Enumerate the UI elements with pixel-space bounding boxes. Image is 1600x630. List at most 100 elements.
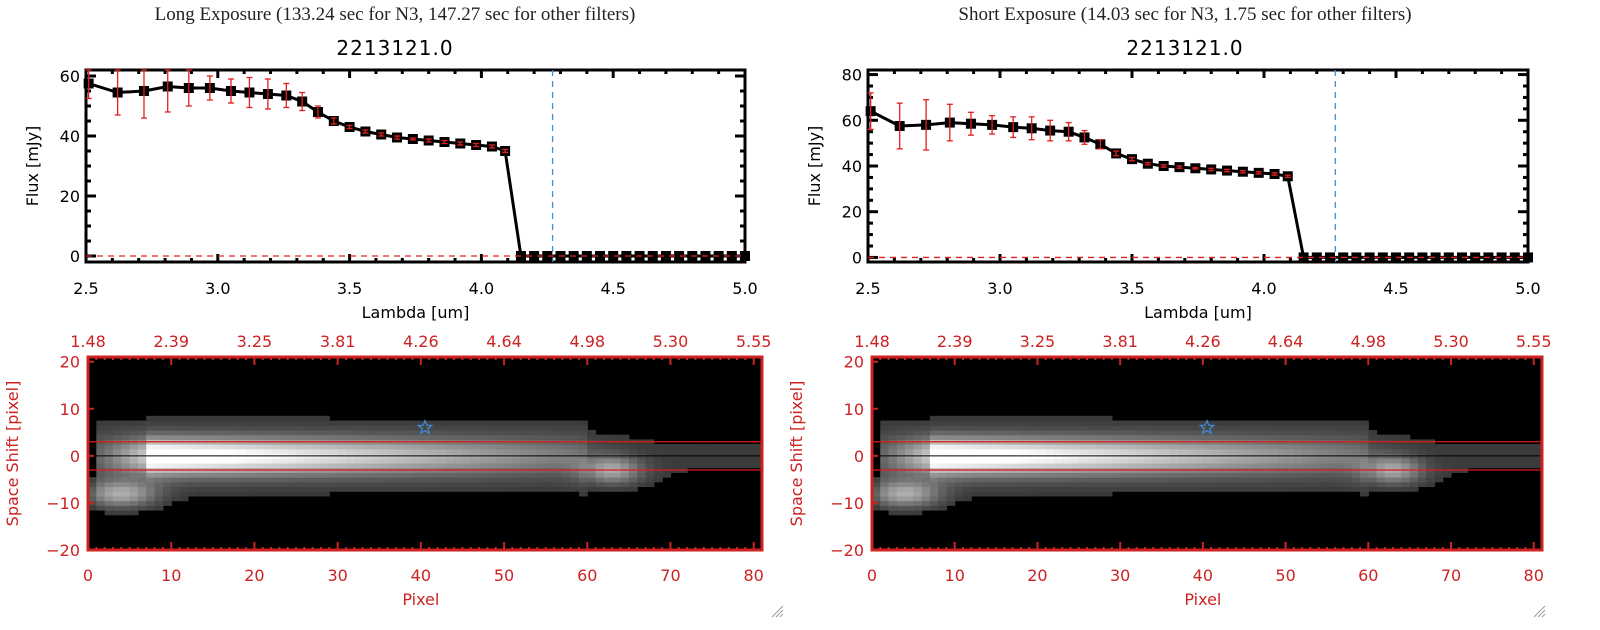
image-pixel [395,448,405,455]
image-pixel [121,509,131,516]
image-pixel [487,434,497,440]
image-pixel [1095,491,1105,497]
top-x-tick-label: 5.55 [736,332,772,351]
image-pixel [913,491,923,497]
image-pixel [1318,429,1328,436]
image-pixel [971,458,981,464]
image-pixel [1318,472,1328,478]
image-pixel [520,458,530,464]
image-pixel [1310,477,1320,483]
image-pixel [905,448,914,455]
image-pixel [154,448,164,455]
image-pixel [570,434,580,440]
image-pixel [1467,444,1477,450]
image-pixel [1335,472,1345,478]
image-pixel [362,458,372,464]
image-pixel [154,477,164,483]
image-pixel [512,462,522,469]
image-pixel [1053,481,1063,488]
image-pixel [1285,434,1295,440]
image-pixel [462,434,472,440]
image-pixel [872,477,881,483]
image-pixel [1326,425,1336,431]
image-pixel [112,425,122,431]
image-pixel [420,462,430,469]
image-pixel [888,434,898,440]
image-pixel [204,462,214,469]
resize-grip-icon[interactable] [1532,604,1546,618]
image-pixel [387,425,397,431]
image-pixel [888,509,898,516]
image-pixel [1087,481,1096,488]
image-pixel [1045,477,1055,483]
image-pixel [196,434,206,440]
image-pixel [1178,472,1187,478]
image-pixel [179,462,189,469]
image-pixel [979,429,989,436]
image-pixel [612,481,622,488]
image-pixel [462,429,472,436]
image-pixel [1062,477,1072,483]
image-pixel [653,444,663,450]
image-pixel [287,425,297,431]
image-pixel [529,420,538,426]
image-pixel [395,444,405,450]
image-pixel [395,429,405,436]
image-pixel [387,458,397,464]
image-pixel [320,448,330,455]
image-pixel [1285,481,1295,488]
image-pixel [1053,462,1063,469]
image-pixel [1227,486,1237,492]
image-pixel [1169,477,1179,483]
image-pixel [1062,486,1072,492]
image-pixel [445,420,455,426]
image-pixel [637,472,647,478]
image-pixel [1029,425,1039,431]
image-pixel [962,434,972,440]
image-pixel [913,462,923,469]
top-x-tick-label: 4.98 [1350,332,1386,351]
image-pixel [237,472,247,478]
resize-grip-icon[interactable] [770,604,784,618]
image-pixel [212,458,222,464]
image-pixel [1070,472,1080,478]
image-pixel [987,429,997,436]
image-pixel [929,429,939,436]
image-pixel [1517,462,1527,469]
image-pixel [420,429,430,436]
image-pixel [1426,458,1436,464]
image-pixel [929,491,939,497]
image-pixel [487,420,497,426]
y-tick-label: 20 [60,353,80,372]
image-pixel [1111,462,1121,469]
image-pixel [1227,425,1237,431]
y-tick-label: 80 [842,66,862,85]
image-pixel [1095,425,1105,431]
image-pixel [1078,425,1088,431]
image-pixel [512,429,522,436]
image-pixel [888,472,898,478]
image-pixel [429,420,439,426]
image-pixel [896,486,906,492]
image-pixel [279,491,289,497]
image-pixel [387,444,397,450]
image-pixel [520,420,530,426]
image-pixel [262,434,272,440]
image-pixel [987,458,997,464]
image-pixel [987,462,997,469]
image-pixel [504,420,513,426]
image-pixel [1467,462,1477,469]
image-pixel [1310,420,1320,426]
image-pixel [304,448,314,455]
image-pixel [345,448,355,455]
image-pixel [487,429,497,436]
image-pixel [412,462,422,469]
image-pixel [479,425,489,431]
image-pixel [146,481,156,488]
image-pixel [1351,458,1361,464]
y-tick-label: 20 [60,187,80,206]
image-pixel [154,425,164,431]
image-pixel [279,415,289,422]
image-pixel [1087,458,1096,464]
image-pixel [1302,481,1311,488]
